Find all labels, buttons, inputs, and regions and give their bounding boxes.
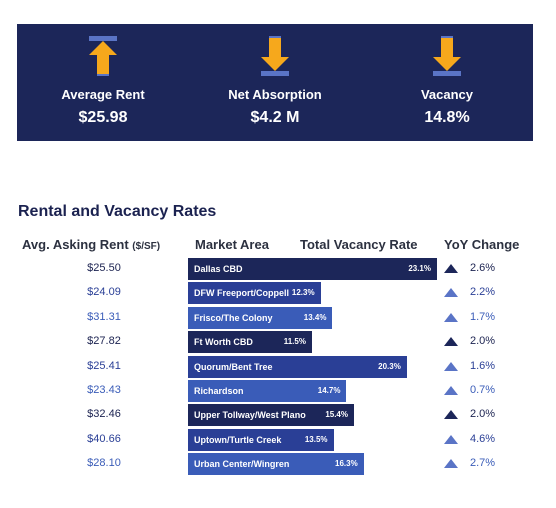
yoy-value: 2.2%: [470, 286, 496, 299]
kpi-label: Net Absorption: [228, 87, 322, 102]
table-row: $24.09 DFW Freeport/Coppell 12.3% 2.2%: [0, 282, 556, 305]
triangle-up-icon: [444, 434, 458, 444]
triangle-up-icon: [444, 312, 458, 322]
section-title: Rental and Vacancy Rates: [18, 203, 217, 220]
arrow-up-icon: [89, 36, 117, 76]
market-name: Quorum/Bent Tree: [194, 361, 273, 372]
arrow-down-icon: [433, 36, 461, 76]
market-name: Frisco/The Colony: [194, 312, 273, 323]
vacancy-bar: [188, 428, 334, 451]
header-avg-asking-rent: Avg. Asking Rent ($/SF): [22, 237, 160, 252]
header-rent-label: Avg. Asking Rent: [22, 237, 129, 252]
table-row: $32.46 Upper Tollway/West Plano 15.4% 2.0%: [0, 404, 556, 427]
table-row: $25.50 Dallas CBD 23.1% 2.6%: [0, 258, 556, 280]
kpi-label: Vacancy: [420, 87, 474, 102]
kpi-banner: Average Rent $25.98 Net Absorption $4.2 …: [17, 24, 533, 141]
rent-value: $27.82: [87, 335, 121, 348]
yoy-value: 2.0%: [470, 335, 496, 348]
vacancy-label: 13.4%: [303, 312, 327, 322]
market-name: Uptown/Turtle Creek: [194, 434, 282, 445]
vacancy-label: 16.3%: [335, 459, 358, 469]
rent-value: $28.10: [87, 457, 121, 470]
kpi-value: $4.2 M: [250, 109, 300, 126]
kpi-label: Average Rent: [61, 87, 145, 102]
table-row: $23.43 Richardson 14.7% 0.7%: [0, 380, 556, 402]
kpi-value: $25.98: [78, 109, 128, 126]
vacancy-label: 12.3%: [291, 288, 315, 298]
vacancy-bar: [188, 282, 321, 305]
header-rent-unit: ($/SF): [132, 241, 161, 252]
vacancy-label: 11.5%: [283, 337, 306, 347]
table-row: $40.66 Uptown/Turtle Creek 13.5% 4.6%: [0, 428, 556, 451]
triangle-up-icon: [444, 288, 458, 298]
rent-value: $40.66: [87, 432, 121, 445]
triangle-up-icon: [444, 386, 458, 395]
rent-value: $32.46: [87, 408, 121, 421]
triangle-up-icon: [444, 337, 458, 347]
rent-value: $25.50: [87, 262, 121, 274]
yoy-value: 2.0%: [470, 408, 496, 421]
kpi-value: 14.8%: [424, 109, 470, 126]
market-name: Ft Worth CBD: [194, 337, 253, 348]
rent-value: $23.43: [87, 384, 121, 396]
triangle-up-icon: [444, 410, 458, 420]
vacancy-bar: [188, 453, 364, 476]
triangle-up-icon: [444, 264, 458, 273]
header-total-vacancy-rate: Total Vacancy Rate: [300, 237, 418, 252]
table-row: $25.41 Quorum/Bent Tree 20.3% 1.6%: [0, 355, 556, 378]
vacancy-bar: [188, 331, 312, 354]
vacancy-label: 23.1%: [408, 264, 431, 273]
market-name: Richardson: [194, 386, 244, 396]
rent-value: $25.41: [87, 359, 121, 372]
yoy-value: 4.6%: [470, 432, 496, 445]
vacancy-bar: [188, 355, 407, 378]
vacancy-label: 13.5%: [304, 434, 328, 444]
header-yoy-change: YoY Change: [444, 237, 520, 252]
yoy-value: 0.7%: [470, 384, 496, 396]
vacancy-label: 20.3%: [378, 361, 401, 371]
table-row: $28.10 Urban Center/Wingren 16.3% 2.7%: [0, 453, 556, 476]
vacancy-bar: [188, 404, 354, 427]
vacancy-bar: [188, 258, 437, 280]
kpi-vacancy: Vacancy 14.8%: [361, 24, 533, 141]
vacancy-bar: [188, 306, 333, 329]
arrow-down-icon: [261, 36, 289, 76]
kpi-average-rent: Average Rent $25.98: [17, 24, 189, 141]
vacancy-label: 14.7%: [317, 386, 341, 395]
rent-value: $31.31: [87, 310, 121, 323]
market-name: Dallas CBD: [194, 264, 243, 274]
yoy-value: 2.6%: [470, 262, 496, 274]
vacancy-label: 15.4%: [325, 410, 348, 420]
kpi-net-absorption: Net Absorption $4.2 M: [189, 24, 361, 141]
yoy-value: 1.6%: [470, 359, 496, 372]
triangle-up-icon: [444, 459, 458, 469]
vacancy-bar: [188, 380, 347, 402]
table-row: $27.82 Ft Worth CBD 11.5% 2.0%: [0, 331, 556, 354]
yoy-value: 1.7%: [470, 310, 496, 323]
market-name: Urban Center/Wingren: [194, 459, 290, 470]
triangle-up-icon: [444, 361, 458, 371]
market-name: Upper Tollway/West Plano: [194, 410, 306, 421]
header-market-area: Market Area: [195, 237, 269, 252]
table-row: $31.31 Frisco/The Colony 13.4% 1.7%: [0, 306, 556, 329]
market-name: DFW Freeport/Coppell: [194, 288, 289, 299]
rent-value: $24.09: [87, 286, 121, 299]
yoy-value: 2.7%: [470, 457, 496, 470]
